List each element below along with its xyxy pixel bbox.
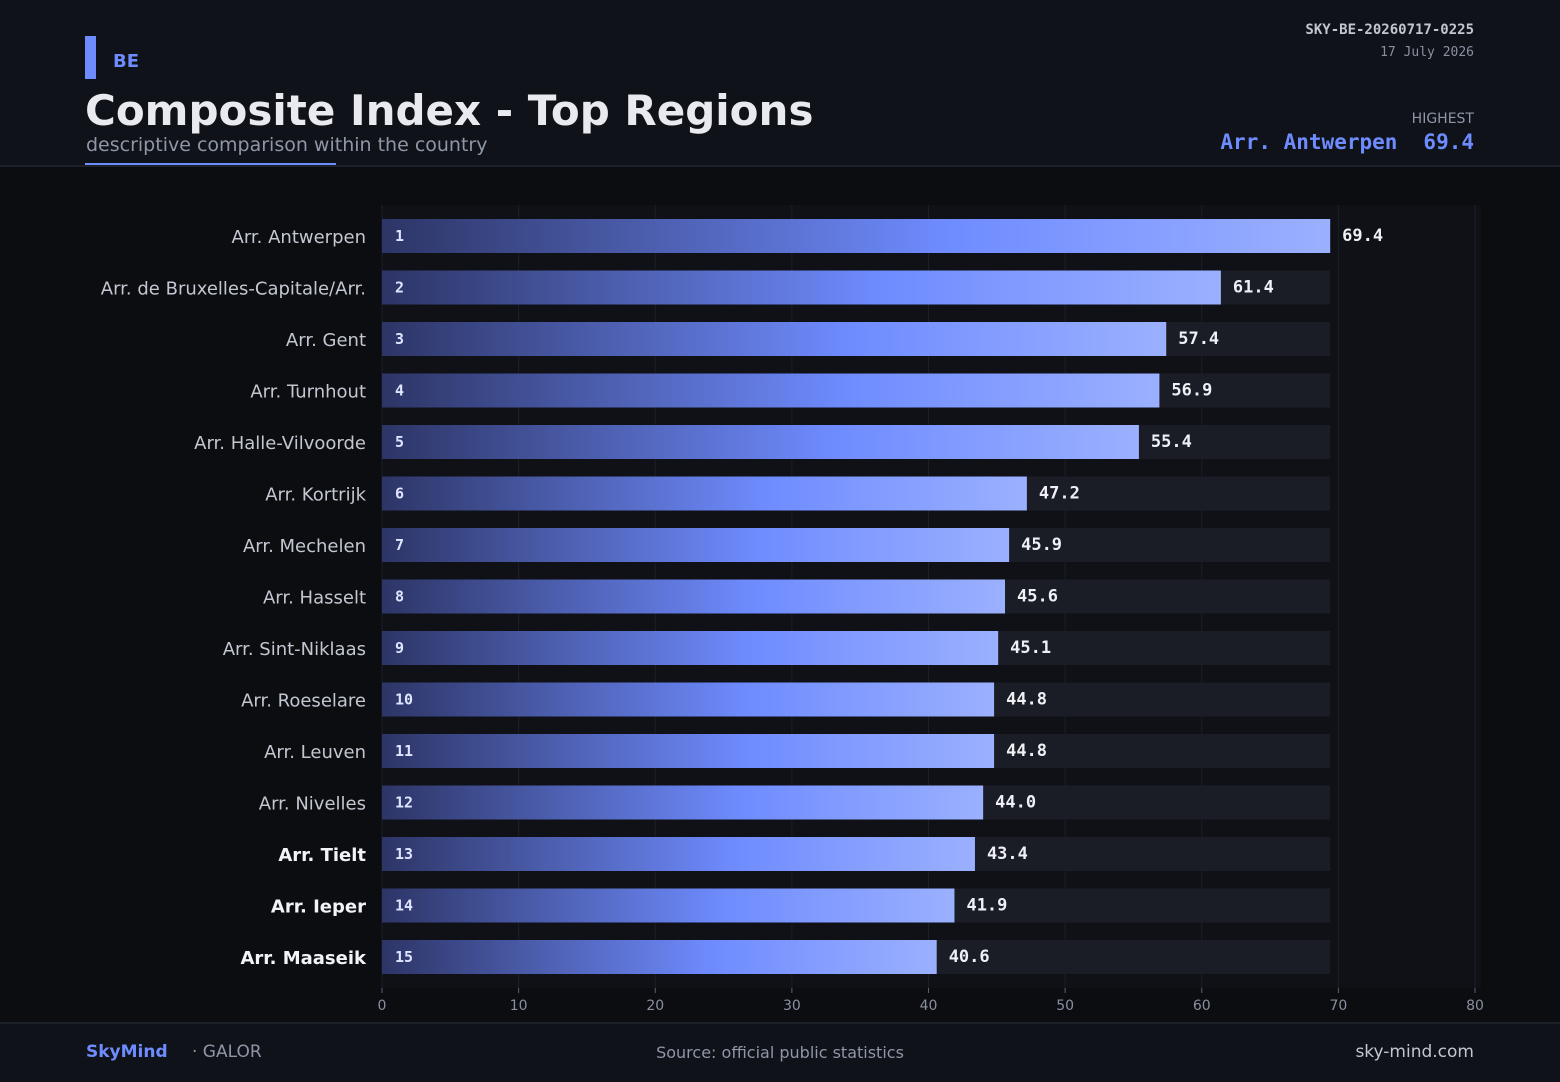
category-label: Arr. Antwerpen [232, 227, 366, 248]
site-url: sky-mind.com [1355, 1042, 1474, 1062]
highest-label: HIGHEST [1411, 111, 1474, 127]
value-label: 55.4 [1151, 432, 1192, 452]
category-label: Arr. Tielt [278, 845, 366, 866]
value-label: 41.9 [966, 896, 1007, 916]
value-label: 45.6 [1017, 587, 1058, 607]
category-label: Arr. Halle-Vilvoorde [194, 433, 366, 454]
footer: SkyMind · GALOR Source: official public … [0, 1022, 1560, 1082]
bar [382, 579, 1006, 614]
bar-chart: 0 10 20 30 40 50 60 70 80 1 69.4 Arr. Antwerpen 2 61.… [101, 205, 1484, 1014]
category-label: Arr. Ieper [271, 897, 366, 918]
country-code: BE [113, 51, 140, 72]
x-tick-label: 0 [378, 998, 387, 1014]
rank-label: 15 [395, 948, 413, 966]
page-title: Composite Index - Top Regions [85, 86, 814, 135]
x-tick-label: 10 [510, 998, 528, 1014]
bar [382, 682, 995, 717]
x-tick-label: 40 [920, 998, 938, 1014]
value-label: 69.4 [1342, 226, 1383, 246]
source-note: Source: official public statistics [656, 1043, 904, 1062]
rank-label: 1 [395, 227, 404, 245]
value-label: 44.0 [995, 793, 1036, 813]
highest-summary: Arr. Antwerpen 69.4 [1220, 130, 1474, 154]
x-tick-label: 60 [1193, 998, 1211, 1014]
brand-subtitle: · GALOR [192, 1042, 262, 1062]
rank-label: 12 [395, 794, 413, 812]
bar [382, 940, 937, 974]
rank-label: 2 [395, 279, 404, 297]
value-label: 45.9 [1021, 535, 1062, 555]
report-date: 17 July 2026 [1380, 45, 1474, 60]
value-label: 44.8 [1006, 690, 1047, 710]
page-subtitle: descriptive comparison within the countr… [86, 134, 488, 156]
header-divider [0, 165, 1560, 167]
header: BE Composite Index - Top Regions descrip… [0, 0, 1560, 167]
bar [382, 270, 1221, 305]
category-label: Arr. Maaseik [241, 948, 368, 969]
brand-name: SkyMind [86, 1042, 168, 1062]
category-label: Arr. Gent [286, 330, 366, 351]
category-label: Arr. Kortrijk [265, 485, 366, 506]
accent-bar [85, 36, 96, 79]
value-label: 45.1 [1010, 638, 1051, 658]
bar [382, 837, 975, 871]
category-label: Arr. Sint-Niklaas [223, 639, 366, 660]
highest-value: 69.4 [1423, 130, 1474, 154]
value-label: 57.4 [1178, 329, 1219, 349]
x-tick-label: 30 [783, 998, 801, 1014]
category-label: Arr. Hasselt [263, 588, 366, 609]
x-tick-label: 20 [646, 998, 664, 1014]
value-label: 56.9 [1171, 381, 1212, 401]
rank-label: 10 [395, 691, 413, 709]
value-label: 43.4 [987, 844, 1028, 864]
value-label: 47.2 [1039, 484, 1080, 504]
value-label: 40.6 [949, 947, 990, 967]
bar [382, 425, 1139, 459]
rank-label: 8 [395, 588, 404, 606]
category-label: Arr. Nivelles [259, 794, 366, 815]
report-id: SKY-BE-20260717-0225 [1305, 22, 1474, 38]
bar [382, 631, 999, 665]
x-tick-label: 50 [1056, 998, 1074, 1014]
bar [382, 322, 1167, 356]
rank-label: 3 [395, 330, 404, 348]
x-tick-label: 70 [1329, 998, 1347, 1014]
rank-label: 7 [395, 536, 404, 554]
rank-label: 9 [395, 639, 404, 657]
category-label: Arr. Mechelen [243, 536, 366, 557]
rank-label: 5 [395, 433, 404, 451]
x-tick-label: 80 [1466, 998, 1484, 1014]
value-label: 61.4 [1233, 278, 1274, 298]
bar [382, 219, 1331, 253]
bar [382, 734, 995, 768]
bar [382, 373, 1160, 408]
value-label: 44.8 [1006, 741, 1047, 761]
highest-region: Arr. Antwerpen [1220, 130, 1398, 154]
rank-label: 13 [395, 845, 413, 863]
bar [382, 528, 1010, 562]
category-label: Arr. Turnhout [250, 382, 366, 403]
rank-label: 14 [395, 897, 413, 915]
category-label: Arr. Roeselare [241, 691, 366, 712]
category-label: Arr. de Bruxelles-Capitale/Arr. [101, 279, 366, 300]
bar [382, 476, 1027, 511]
rank-label: 6 [395, 485, 404, 503]
bar [382, 785, 984, 820]
rank-label: 4 [395, 382, 404, 400]
rank-label: 11 [395, 742, 413, 760]
bar [382, 888, 955, 923]
category-label: Arr. Leuven [264, 742, 366, 763]
